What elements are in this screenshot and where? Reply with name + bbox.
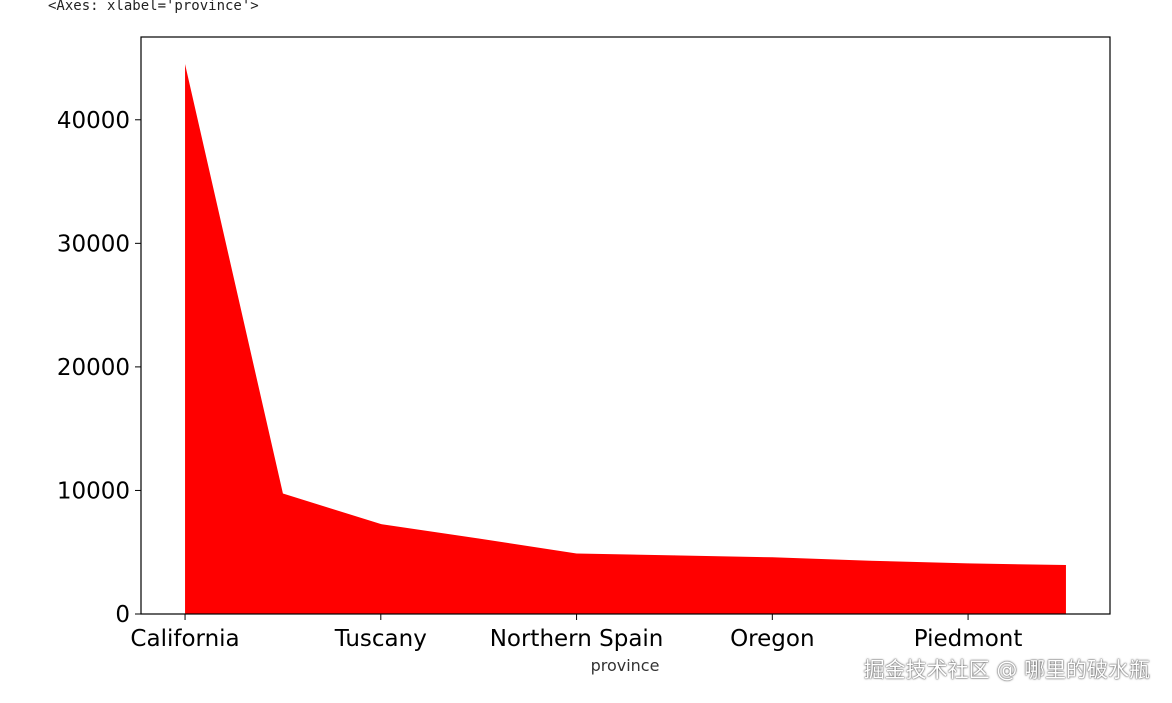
axes-repr-text: <Axes: xlabel='province'> (48, 0, 259, 14)
y-tick-label: 40000 (57, 108, 130, 134)
area-series (185, 64, 1066, 614)
y-tick-label: 10000 (57, 478, 130, 504)
x-tick-label: Piedmont (914, 626, 1023, 652)
x-tick-label: California (130, 626, 239, 652)
y-tick-label: 20000 (57, 355, 130, 381)
x-tick-label: Oregon (730, 626, 814, 652)
watermark: 掘金技术社区 @ 哪里的破水瓶 (863, 658, 1150, 682)
axes-frame (140, 36, 1111, 615)
x-tick-label: Tuscany (334, 626, 427, 652)
y-tick-label: 0 (115, 602, 130, 628)
x-tick-label: Northern Spain (490, 626, 664, 652)
y-tick-label: 30000 (57, 231, 130, 257)
x-axis-label: province (591, 656, 660, 675)
